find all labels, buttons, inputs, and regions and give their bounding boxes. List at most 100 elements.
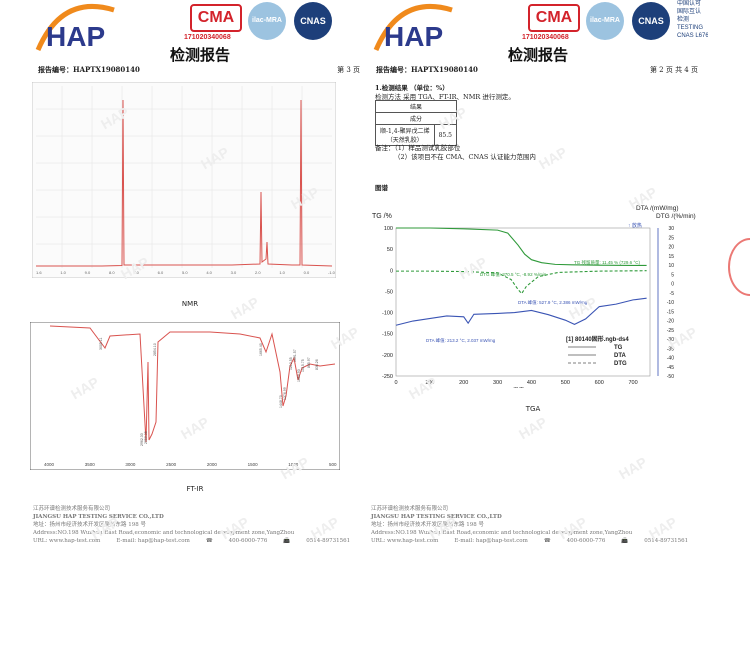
x-tick-label: 200 (459, 380, 468, 386)
nmr-spectrum: 1.6 1.0 9.0 8.0 7.0 6.0 5.0 4.0 3.0 2.0 1.0 0.0 -1.0 (32, 82, 336, 278)
page-title: 检测报告 (169, 46, 230, 64)
ftir-tick-label: 2000 (207, 462, 218, 467)
ftir-tick-label: 4000 (44, 462, 55, 467)
watermark: HAP (615, 453, 650, 483)
result-title: 1.检测结果 （单位：%） (375, 84, 449, 92)
y-tick-label: -150 (382, 332, 393, 338)
dta-tick-label: -25 (667, 328, 674, 334)
result-table: 结果 成分 顺-1,4-聚异戊二烯 （天然乳胶） 85.5 (375, 100, 457, 146)
dta-tick-label: 15 (668, 254, 674, 260)
ftir-peak-label: 1376.99 (283, 387, 287, 400)
dta-tick-label: 5 (671, 272, 674, 278)
y-tick-label: 100 (384, 226, 393, 232)
nmr-tick-label: 0.0 (304, 270, 310, 275)
ftir-peak-label: 1448.70 (279, 395, 283, 408)
ilac-mra-logo: ilac-MRA (586, 2, 624, 40)
ftir-caption: FT-IR (186, 485, 204, 493)
ftir-peak-label: 2959.35 (144, 431, 148, 444)
hap-logo: HAP (35, 4, 115, 52)
footer-url[interactable]: URL: www.hap-test.com (33, 538, 101, 544)
ftir-tick-label: 2500 (166, 462, 177, 467)
page-title: 检测报告 (507, 46, 568, 64)
note-2: （2）该项目不在 CMA、CNAS 认证能力范围内 (394, 153, 536, 161)
footer-email[interactable]: E-mail: hap@hap-test.com (454, 538, 528, 544)
cnas-side-line: 中国认可 (677, 1, 702, 7)
ftir-peak-label: 836.26 (315, 359, 319, 370)
ftir-peak-label: 3005.11 (99, 338, 103, 350)
svg-text:HAP: HAP (384, 21, 443, 52)
nmr-tick-label: 1.0 (60, 270, 66, 275)
footer-company-en: JIANGSU HAP TESTING SERVICE CO.,LTD (371, 514, 502, 520)
footer-tel: 400-6000-776 (566, 538, 606, 544)
table-header: 结果 (375, 100, 457, 113)
component-value: 85.5 (433, 124, 457, 146)
legend-entry: DTA (614, 353, 627, 359)
nmr-tick-label: 1.6 (36, 270, 42, 275)
x-tick-label: 500 (561, 380, 570, 386)
certification-logos: CMA 171020340068 ilac-MRA CNAS 中国认可 国际互认检… (522, 0, 708, 46)
report-page-2: HAP CMA 171020340068 ilac-MRA CNAS 中国认可国… (368, 0, 708, 560)
footer-address: 地址：扬州市经济技术开发区吴州东路 198 号 (33, 522, 146, 528)
dta-tick-label: -30 (667, 337, 674, 343)
note-1: 备注：（1）样品测试乳胶部位 (375, 144, 461, 152)
watermark: HAP (535, 143, 570, 173)
dta-tick-label: -35 (667, 346, 674, 352)
legend-entry: TG (614, 345, 623, 351)
ftir-tick-label: 1000 (288, 462, 299, 467)
legend-title: [1] 80140固形.ngb-ds4 (566, 335, 629, 343)
cma-logo: CMA (190, 4, 242, 32)
component-name: 顺-1,4-聚异戊二烯 （天然乳胶） (375, 124, 435, 146)
footer-company: 江苏环谱检测技术服务有限公司 (33, 506, 111, 512)
footer-address-en: Address:NO.198 Wuzhou East Road,economic… (371, 530, 633, 536)
page-number: 第 2 页 共 4 页 (649, 66, 698, 74)
ftir-peak-label: 2962.33 (140, 433, 144, 446)
cnas-logo: CNAS (632, 2, 670, 40)
dta-tick-label: -50 (667, 374, 674, 380)
dta-tick-label: 0 (671, 282, 674, 288)
y-tick-label: 50 (387, 247, 393, 253)
cnas-side-line: TESTING (677, 25, 704, 31)
footer-email[interactable]: E-mail: hap@hap-test.com (116, 538, 190, 544)
footer-url[interactable]: URL: www.hap-test.com (371, 538, 439, 544)
nmr-trace (36, 99, 333, 267)
red-seal-stamp (728, 238, 750, 296)
y-tick-label: -100 (382, 311, 393, 317)
cma-number: 171020340068 (522, 34, 569, 41)
dta-tick-label: -10 (667, 300, 674, 306)
ftir-peak-label: 885.97 (307, 357, 311, 368)
ftir-tick-label: 1500 (248, 462, 259, 467)
nmr-tick-label: 8.0 (109, 270, 115, 275)
x-axis-label: 温度 /°C (513, 386, 533, 388)
series-tg-line (396, 227, 647, 267)
nmr-tick-label: -1.0 (328, 270, 336, 275)
nmr-tick-label: 2.0 (255, 270, 261, 275)
dta-tick-label: -5 (670, 291, 675, 297)
ftir-peak-label: 1091.57 (293, 349, 297, 362)
footer-address: 地址：扬州市经济技术开发区吴州东路 198 号 (371, 522, 484, 528)
footer-address-en: Address:NO.198 Wuzhou East Road,economic… (33, 530, 295, 536)
test-method: 检测方法 采用 TGA、FT-IR、NMR 进行测定。 (375, 93, 515, 101)
dta-tick-label: -45 (667, 365, 674, 371)
fax-icon: 📠 (283, 538, 291, 544)
phone-icon: ☎ (205, 538, 213, 544)
y-tick-label: -200 (382, 353, 393, 359)
nmr-tick-label: 4.0 (206, 270, 212, 275)
svg-text:HAP: HAP (46, 21, 105, 52)
report-number: 报告编号：HAPTX19080140 (376, 65, 478, 74)
ftir-trace (49, 325, 336, 443)
ftir-spectrum: 4000 3500 3000 2500 2000 1500 1000 500 3005.11 2… (30, 322, 340, 470)
x-tick-label: 100 (425, 380, 434, 386)
y-tick-label: 0 (390, 268, 393, 274)
phone-icon: ☎ (543, 538, 551, 544)
report-header: 报告编号：HAPTX19080140 第 2 页 共 4 页 (376, 65, 698, 75)
nmr-tick-label: 1.0 (279, 270, 285, 275)
ftir-peak-label: 2854.10 (153, 343, 157, 356)
tga-chart: TG /%DTA /(mW/mg)DTG /(%/min)↑ 放热100500-… (372, 205, 696, 388)
report-number: 报告编号：HAPTX19080140 (38, 65, 140, 74)
report-header: 报告编号：HAPTX19080140 第 3 页 (38, 65, 360, 75)
footer-fax: 0514-89731561 (306, 538, 351, 544)
cnas-side-line: CNAS L6760 (677, 33, 708, 39)
nmr-tick-label: 5.0 (182, 270, 188, 275)
footer: 江苏环谱检测技术服务有限公司 JIANGSU HAP TESTING SERVI… (33, 505, 370, 545)
